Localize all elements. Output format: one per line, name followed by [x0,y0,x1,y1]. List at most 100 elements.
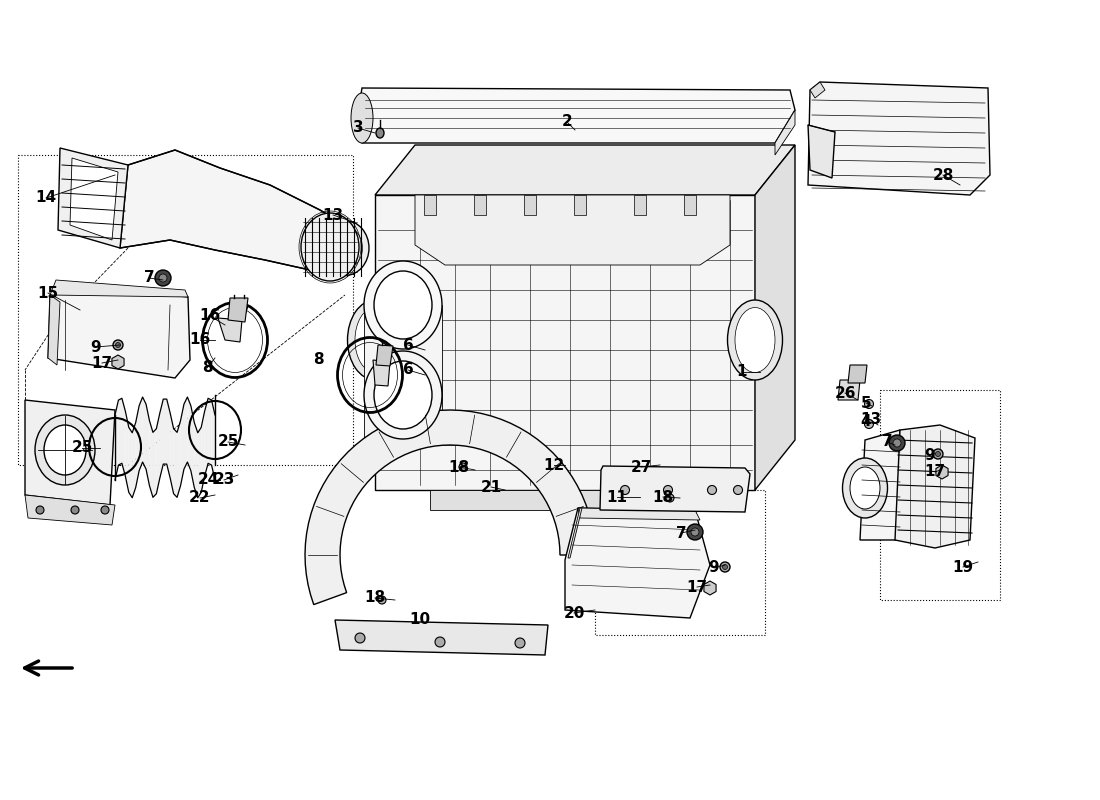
Ellipse shape [434,637,446,647]
Polygon shape [474,195,486,215]
Text: 18: 18 [364,590,386,606]
Polygon shape [120,150,345,270]
Polygon shape [776,110,795,155]
Text: 17: 17 [91,355,112,370]
Polygon shape [146,404,150,486]
Ellipse shape [893,439,901,447]
Polygon shape [755,145,795,490]
Polygon shape [568,508,582,558]
Ellipse shape [735,307,776,373]
Text: 22: 22 [189,490,211,506]
Text: 18: 18 [652,490,673,505]
Ellipse shape [620,486,629,494]
Polygon shape [218,318,242,342]
Text: 25: 25 [72,441,92,455]
Polygon shape [143,397,146,469]
Polygon shape [112,355,124,369]
Text: 8: 8 [312,353,323,367]
Text: 8: 8 [201,361,212,375]
Ellipse shape [36,506,44,514]
Polygon shape [156,413,160,494]
Polygon shape [160,399,163,478]
Ellipse shape [374,271,432,339]
Text: 16: 16 [189,333,210,347]
Ellipse shape [843,458,888,518]
Text: 21: 21 [481,479,502,494]
Ellipse shape [44,425,86,475]
Polygon shape [684,195,696,215]
Text: 17: 17 [686,579,707,594]
Bar [880,390,1000,600]
Polygon shape [936,465,948,479]
Ellipse shape [515,638,525,648]
Polygon shape [895,425,975,548]
Polygon shape [163,399,167,464]
Ellipse shape [348,300,403,380]
Ellipse shape [116,342,121,347]
Polygon shape [430,490,700,510]
Polygon shape [373,360,390,386]
Text: 13: 13 [322,207,343,222]
Ellipse shape [889,435,905,451]
Text: 11: 11 [606,490,627,505]
Polygon shape [574,195,586,215]
Polygon shape [174,429,177,498]
Polygon shape [116,400,119,480]
Polygon shape [704,581,716,595]
Text: 3: 3 [353,121,363,135]
Polygon shape [375,195,755,490]
Polygon shape [153,429,156,498]
Text: 12: 12 [543,458,564,473]
Polygon shape [184,397,187,469]
Polygon shape [129,427,132,498]
Polygon shape [524,195,536,215]
Ellipse shape [691,528,698,536]
Polygon shape [132,422,135,498]
Text: 17: 17 [924,465,946,479]
Polygon shape [860,430,900,540]
Polygon shape [150,421,153,498]
Ellipse shape [355,307,395,373]
Polygon shape [375,145,795,195]
Ellipse shape [935,451,940,457]
Text: 5: 5 [860,395,871,410]
Text: 19: 19 [953,559,974,574]
Text: 7: 7 [144,270,154,286]
Ellipse shape [321,221,368,275]
Polygon shape [415,195,730,265]
Ellipse shape [113,340,123,350]
Text: 16: 16 [199,309,221,323]
Polygon shape [25,495,115,525]
Polygon shape [208,398,211,465]
Text: 20: 20 [563,606,585,621]
Polygon shape [205,398,208,476]
Text: 1: 1 [737,365,747,379]
Polygon shape [424,195,436,215]
Ellipse shape [364,351,442,439]
Ellipse shape [328,227,363,269]
Polygon shape [25,400,115,505]
Text: 10: 10 [409,613,430,627]
Text: 18: 18 [449,459,470,474]
Text: 9: 9 [90,339,101,354]
Text: 25: 25 [218,434,239,450]
Polygon shape [238,306,248,315]
Ellipse shape [865,419,873,429]
Polygon shape [634,195,646,215]
Polygon shape [170,413,174,494]
Polygon shape [228,298,248,322]
Polygon shape [211,400,215,480]
Polygon shape [578,508,700,520]
Text: 6: 6 [403,338,414,353]
Ellipse shape [160,274,167,282]
Polygon shape [565,508,710,618]
Ellipse shape [850,467,880,509]
Ellipse shape [355,633,365,643]
Text: 2: 2 [562,114,572,130]
Polygon shape [336,620,548,655]
Ellipse shape [720,562,730,572]
Ellipse shape [72,506,79,514]
Polygon shape [119,398,122,465]
Text: 4: 4 [860,414,871,429]
Polygon shape [305,410,595,605]
